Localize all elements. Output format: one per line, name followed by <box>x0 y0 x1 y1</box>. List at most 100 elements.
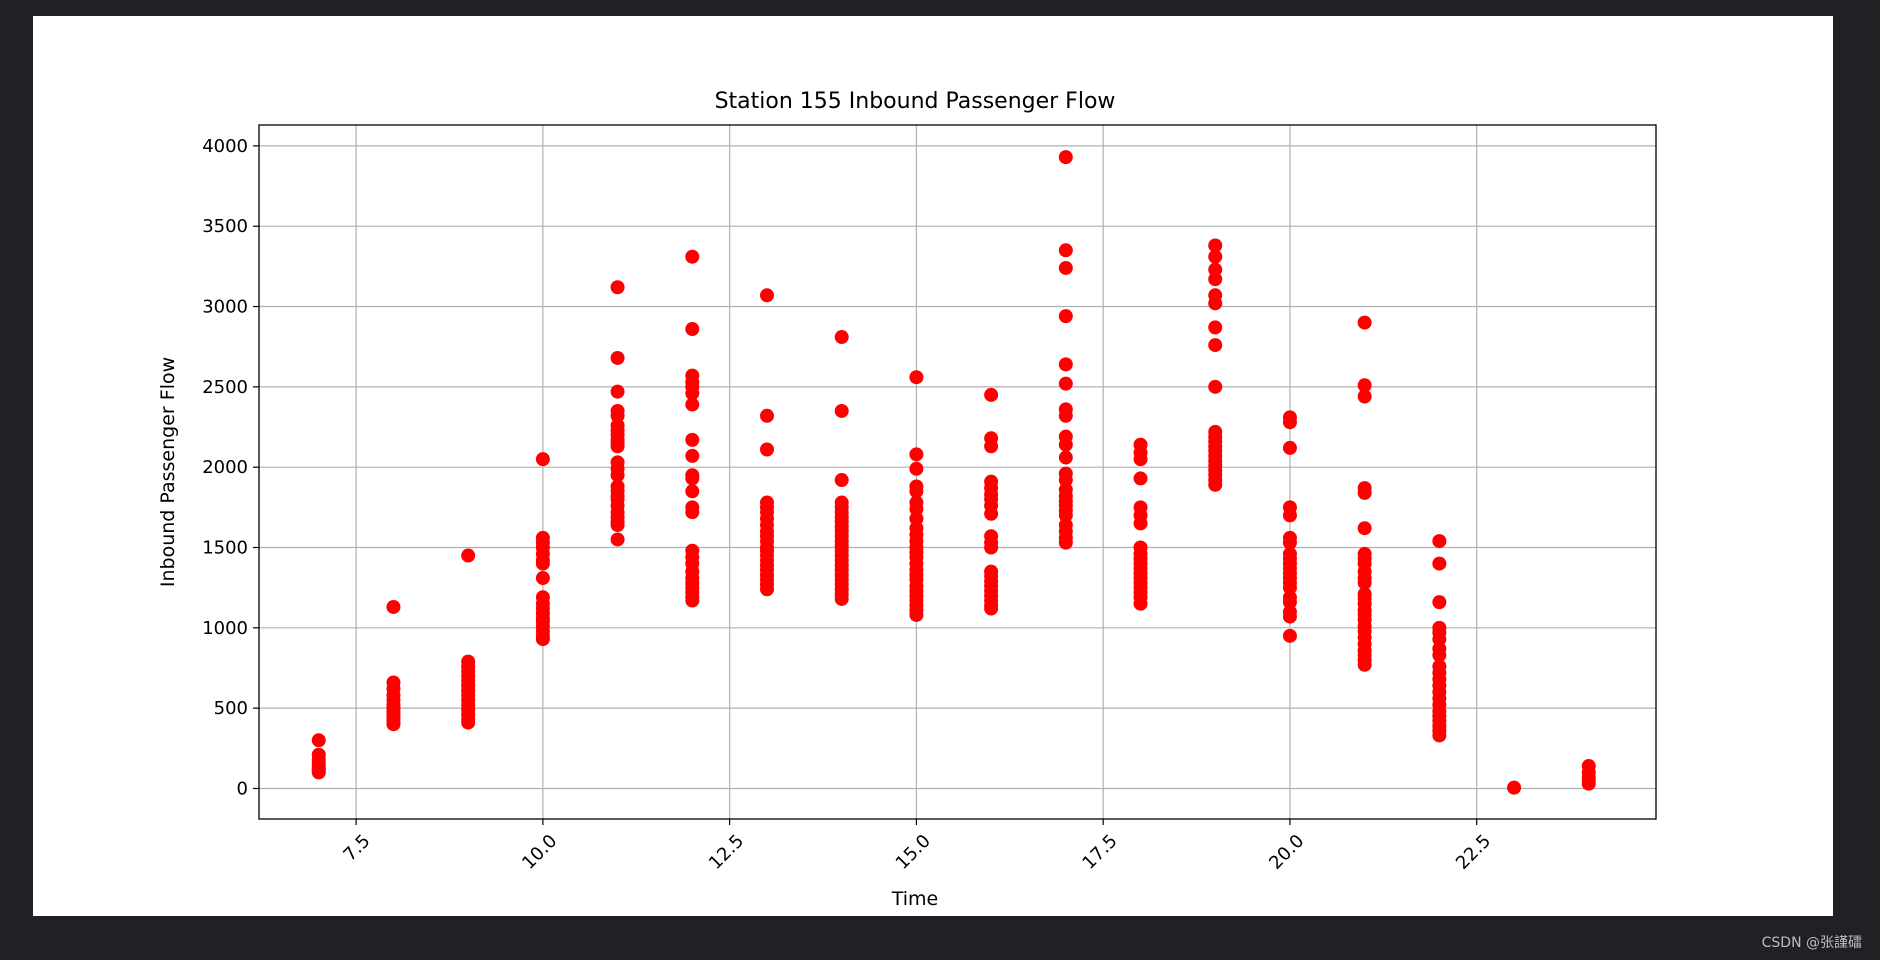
data-point <box>1133 452 1148 467</box>
data-point <box>685 397 700 412</box>
chart-panel: 7.5 10.0 12.5 15.0 17.5 20.0 22.5 0 500 1000 1500 2… <box>33 16 1833 916</box>
data-points <box>311 150 1596 795</box>
data-point <box>909 511 924 526</box>
data-point <box>1058 535 1073 550</box>
data-point <box>1208 477 1223 492</box>
data-point <box>984 506 999 521</box>
data-point <box>461 548 476 563</box>
data-point <box>760 442 774 457</box>
data-point <box>610 518 625 533</box>
data-point <box>311 733 326 748</box>
data-point <box>760 408 774 423</box>
y-tick-label: 1000 <box>202 618 248 639</box>
y-tick-label: 1500 <box>202 538 248 559</box>
data-point <box>685 249 700 264</box>
data-point <box>1432 534 1447 549</box>
y-tick-label: 2000 <box>202 457 248 478</box>
data-point <box>1208 320 1223 335</box>
data-point <box>909 501 924 516</box>
data-point <box>834 591 849 606</box>
data-point <box>1133 471 1148 486</box>
data-point <box>834 403 849 418</box>
data-point <box>535 632 550 647</box>
data-point <box>909 447 924 462</box>
data-point <box>685 593 700 608</box>
y-tick-label: 2500 <box>202 377 248 398</box>
data-point <box>760 582 774 597</box>
x-tick-label: 17.5 <box>1078 831 1121 874</box>
scatter-chart: 7.5 10.0 12.5 15.0 17.5 20.0 22.5 0 500 1000 1500 2… <box>157 89 1657 910</box>
data-point <box>909 370 924 385</box>
data-point <box>461 715 476 730</box>
data-point <box>386 599 401 614</box>
x-tick-label: 22.5 <box>1452 831 1495 874</box>
data-point <box>1208 262 1223 277</box>
data-point <box>610 384 625 399</box>
data-point <box>1208 272 1223 287</box>
data-point <box>909 461 924 476</box>
data-point <box>1058 309 1073 324</box>
data-point <box>1058 150 1073 165</box>
data-point <box>685 432 700 447</box>
x-tick-label: 12.5 <box>705 831 748 874</box>
data-point <box>1282 595 1297 610</box>
data-point <box>1058 408 1073 423</box>
data-point <box>1282 535 1297 550</box>
data-point <box>685 448 700 463</box>
data-point <box>1058 473 1073 488</box>
data-point <box>1357 575 1372 590</box>
data-point <box>1507 780 1522 795</box>
data-point <box>1432 728 1447 743</box>
data-point <box>1581 776 1596 791</box>
data-point <box>1058 357 1073 372</box>
data-point <box>386 717 401 732</box>
data-point <box>1058 376 1073 391</box>
data-point <box>834 330 849 345</box>
data-point <box>535 452 550 467</box>
data-point <box>610 532 625 547</box>
data-point <box>1282 508 1297 523</box>
data-point <box>1282 580 1297 595</box>
data-point <box>1357 389 1372 404</box>
data-point <box>1058 243 1073 258</box>
data-point <box>1208 249 1223 264</box>
data-point <box>685 471 700 486</box>
data-point <box>1357 657 1372 672</box>
y-tick-label: 4000 <box>202 136 248 157</box>
axes-frame <box>258 124 1657 820</box>
data-point <box>1357 521 1372 536</box>
data-point <box>1282 609 1297 624</box>
data-point <box>1357 315 1372 330</box>
data-point <box>1058 450 1073 465</box>
y-tick-label: 3000 <box>202 297 248 318</box>
data-point <box>311 765 326 780</box>
data-point <box>1432 648 1447 663</box>
y-tick-label: 500 <box>214 698 248 719</box>
data-point <box>685 386 700 401</box>
data-point <box>909 484 924 499</box>
data-point <box>1357 485 1372 500</box>
data-point <box>1208 379 1223 394</box>
data-point <box>685 484 700 499</box>
data-point <box>1432 595 1447 610</box>
data-point <box>984 387 999 402</box>
data-point <box>610 408 625 423</box>
data-point <box>1133 516 1148 531</box>
x-tick-label: 15.0 <box>892 831 935 874</box>
data-point <box>535 556 550 571</box>
y-tick-label: 0 <box>237 778 248 799</box>
ticks: 7.5 10.0 12.5 15.0 17.5 20.0 22.5 0 500 1000 1500 2… <box>202 136 1495 874</box>
x-axis-label: Time <box>891 888 939 910</box>
data-point <box>685 322 700 337</box>
data-point <box>610 280 625 295</box>
data-point <box>610 468 625 483</box>
y-axis-label: Inbound Passenger Flow <box>157 357 179 587</box>
data-point <box>535 571 550 586</box>
data-point <box>984 439 999 454</box>
data-point <box>1133 596 1148 611</box>
data-point <box>1058 260 1073 275</box>
data-point <box>610 350 625 365</box>
data-point <box>1208 296 1223 311</box>
data-point <box>984 540 999 555</box>
data-point <box>1282 415 1297 430</box>
